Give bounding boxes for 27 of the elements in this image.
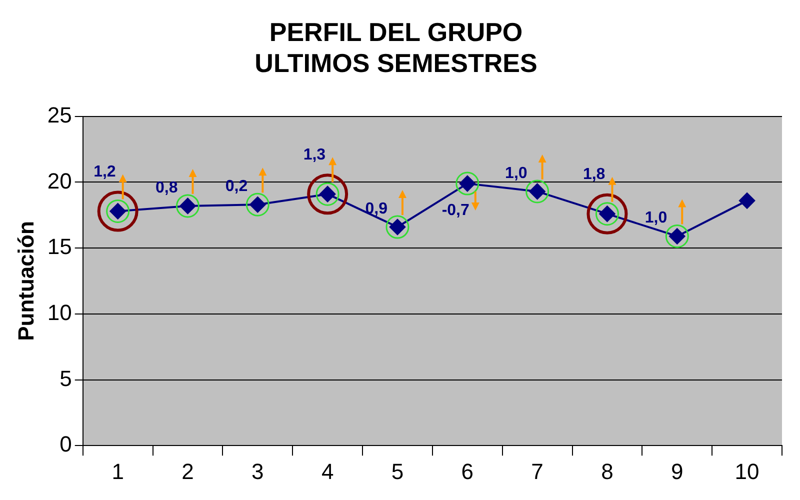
y-tick-label: 15: [47, 234, 72, 260]
x-tick-label: 3: [252, 458, 264, 484]
annotation: 1,0: [644, 210, 668, 227]
annotation: 1,2: [94, 164, 116, 181]
annotation: 1,0: [505, 164, 528, 182]
annotation: 0,8: [155, 179, 178, 196]
y-tick-label: 10: [47, 300, 72, 325]
x-tick-label: 9: [671, 458, 684, 484]
chart-title: PERFIL DEL GRUPO ULTIMOS SEMESTRES: [254, 16, 538, 78]
y-tick-label: 25: [47, 102, 72, 128]
y-tick-label: 20: [47, 168, 72, 194]
x-tick-label: 6: [461, 458, 474, 484]
annotation: 1,8: [582, 166, 606, 184]
y-axis-title: Puntuación: [13, 221, 38, 341]
annotation: 0,2: [225, 178, 248, 196]
x-tick-label: 7: [531, 458, 544, 484]
annotation: 0,9: [365, 200, 388, 218]
annotation: 1,3: [303, 146, 326, 164]
x-tick-label: 10: [734, 458, 760, 484]
x-tick-label: 5: [391, 458, 404, 484]
x-tick-label: 4: [321, 458, 334, 484]
x-tick-label: 1: [112, 458, 124, 484]
y-tick-label: 5: [60, 366, 72, 391]
annotation: -0,7: [442, 202, 470, 219]
x-tick-label: 2: [182, 458, 194, 484]
x-tick-label: 8: [601, 458, 614, 484]
y-tick-label: 0: [60, 432, 72, 457]
